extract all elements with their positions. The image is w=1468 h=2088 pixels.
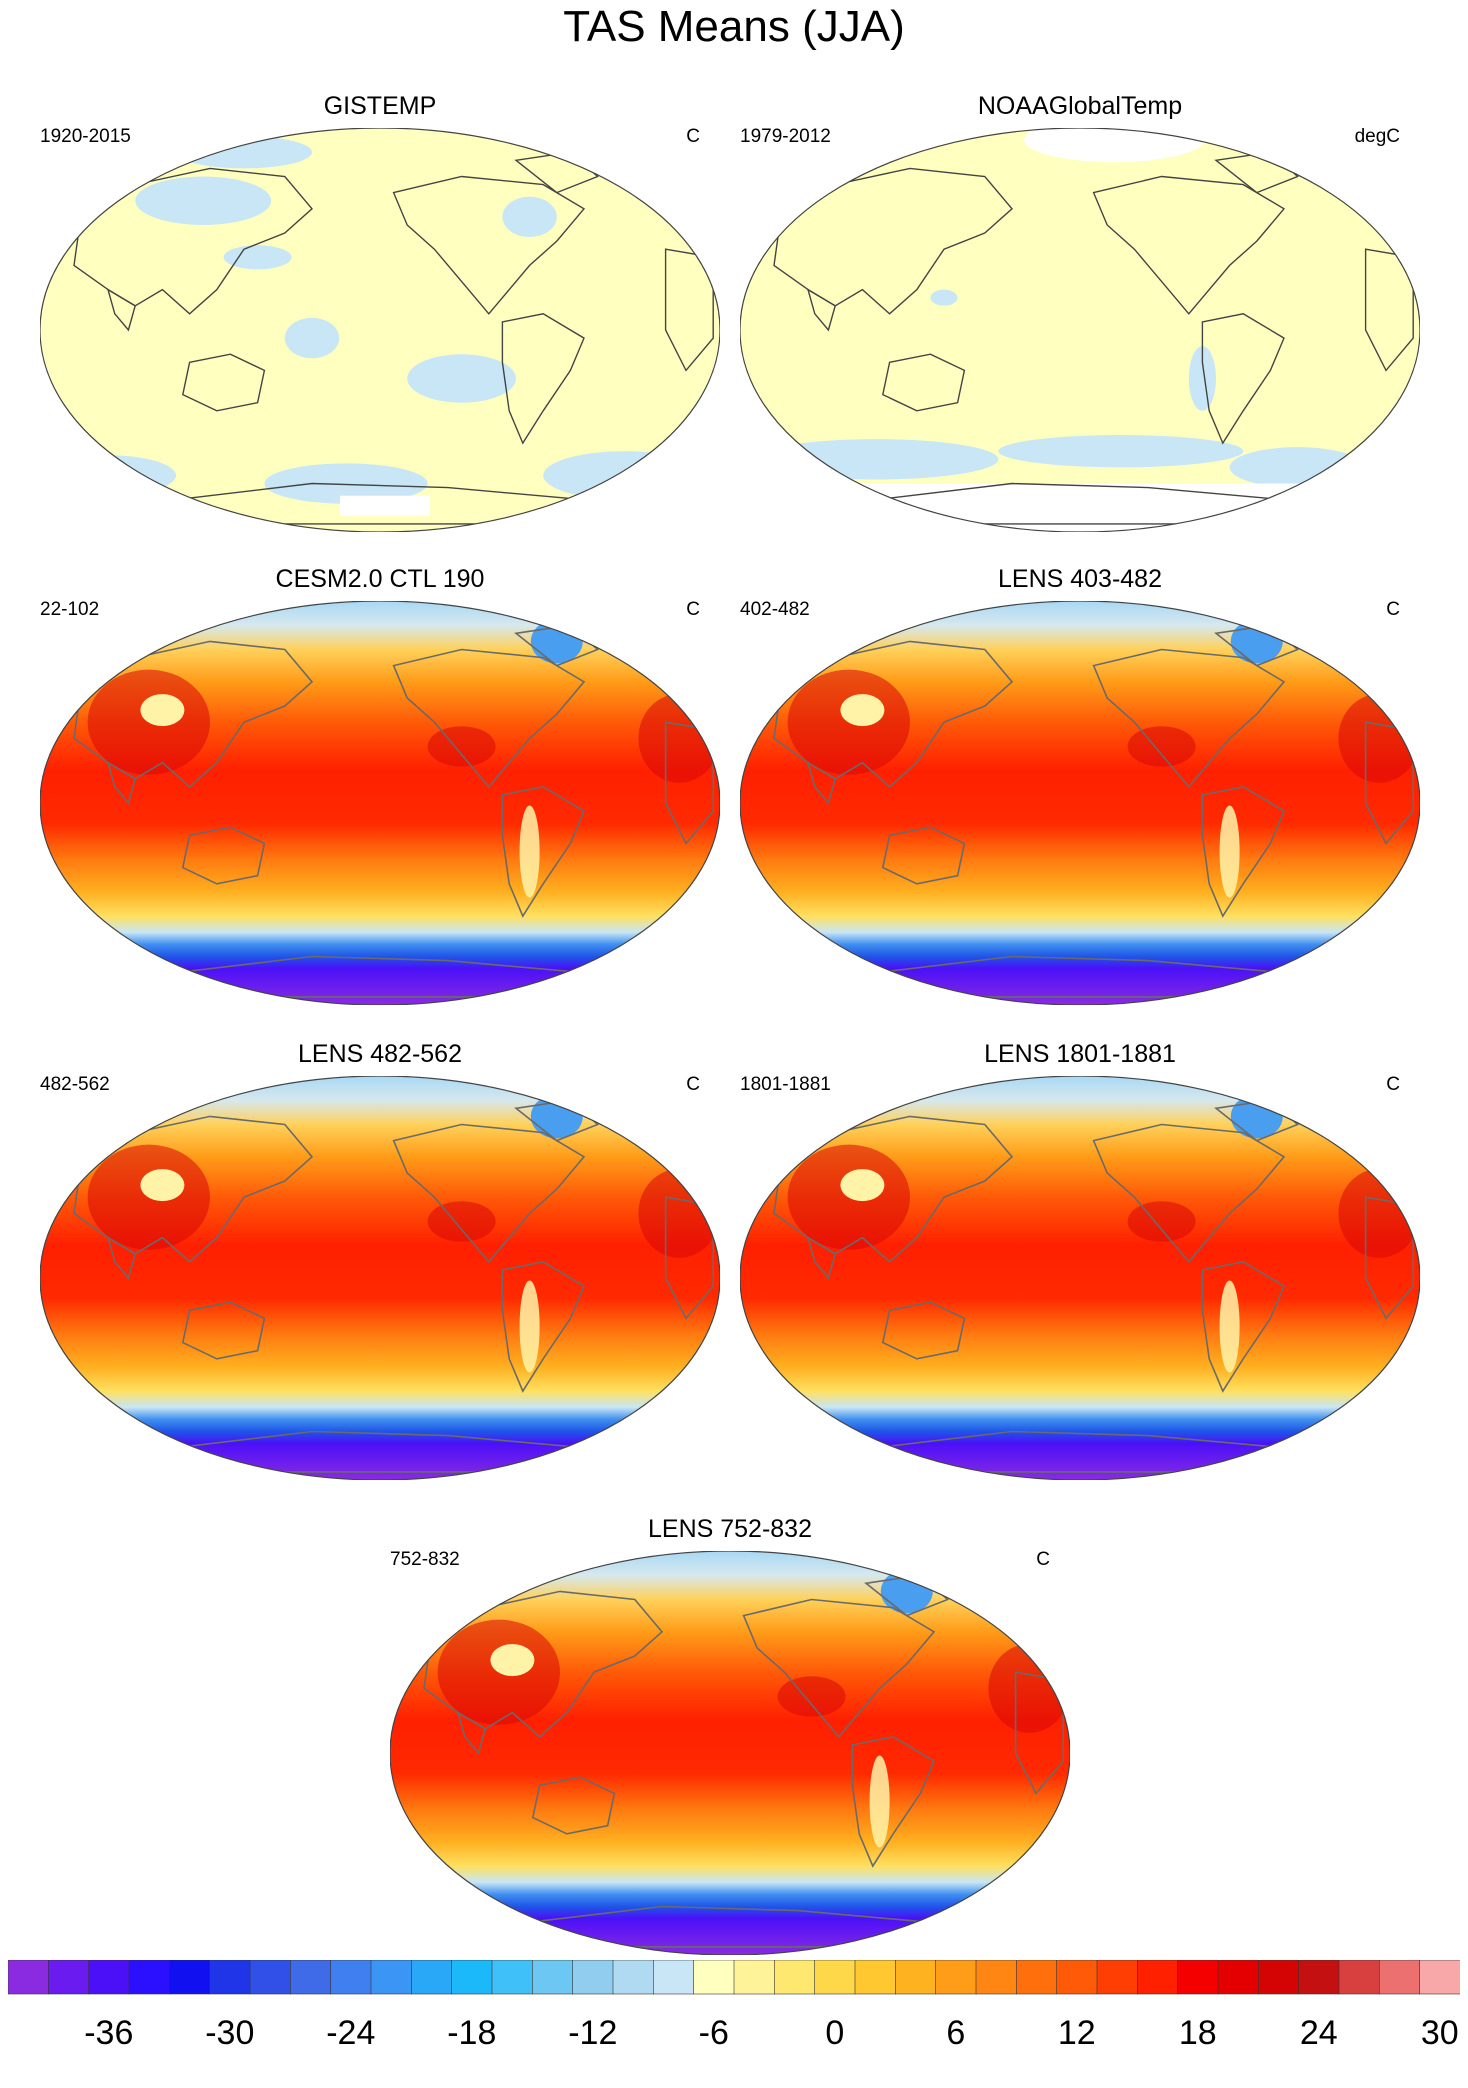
world-map xyxy=(740,601,1420,1005)
colorbar-tick-label: -24 xyxy=(326,2014,375,2052)
colorbar-swatch xyxy=(1096,1960,1138,1995)
colorbar-swatch xyxy=(48,1960,90,1995)
colorbar-swatch xyxy=(451,1960,493,1995)
world-map xyxy=(40,128,720,532)
panel-title: GISTEMP xyxy=(323,92,437,120)
colorbar-swatch xyxy=(1298,1960,1340,1995)
colorbar-swatch xyxy=(612,1960,654,1995)
colorbar-tick-label: 0 xyxy=(825,2014,844,2052)
colorbar-swatch xyxy=(814,1960,856,1995)
colorbar-swatch xyxy=(975,1960,1017,1995)
colorbar-swatch xyxy=(411,1960,453,1995)
colorbar-tick-label: -36 xyxy=(84,2014,133,2052)
colorbar-swatch xyxy=(209,1960,251,1995)
panel-units-label: C xyxy=(686,1074,700,1095)
colorbar-swatch xyxy=(1137,1960,1179,1995)
map-panel: GISTEMP 1920-2015 C xyxy=(30,92,730,532)
colorbar-tick-label: 30 xyxy=(1421,2014,1459,2052)
colorbar-swatch xyxy=(1177,1960,1219,1995)
figure-title: TAS Means (JJA) xyxy=(563,2,905,51)
colorbar-swatch xyxy=(693,1960,735,1995)
world-map xyxy=(740,1076,1420,1480)
colorbar-tick-label: -18 xyxy=(447,2014,496,2052)
map-panel: LENS 403-482 402-482 C xyxy=(730,565,1430,1005)
colorbar-swatch xyxy=(1379,1960,1421,1995)
panel-period-label: 482-562 xyxy=(40,1074,110,1095)
colorbar-swatch xyxy=(1258,1960,1300,1995)
panel-title: CESM2.0 CTL 190 xyxy=(275,565,485,593)
colorbar-swatch xyxy=(491,1960,533,1995)
colorbar-swatch xyxy=(935,1960,977,1995)
panel-title: LENS 752-832 xyxy=(647,1515,812,1543)
map-panel: NOAAGlobalTemp 1979-2012 degC xyxy=(730,92,1430,532)
colorbar-swatch xyxy=(1056,1960,1098,1995)
colorbar-swatch xyxy=(895,1960,937,1995)
colorbar-swatch xyxy=(370,1960,412,1995)
colorbar-swatch xyxy=(572,1960,614,1995)
colorbar-tick-label: 6 xyxy=(946,2014,965,2052)
colorbar-tick-label: 12 xyxy=(1058,2014,1096,2052)
colorbar-swatch xyxy=(249,1960,291,1995)
panel-period-label: 1920-2015 xyxy=(40,126,131,147)
world-map xyxy=(390,1551,1070,1955)
colorbar-swatch xyxy=(128,1960,170,1995)
panel-period-label: 752-832 xyxy=(390,1549,460,1570)
map-panel: LENS 482-562 482-562 C xyxy=(30,1040,730,1480)
colorbar: -36-30-24-18-12-6061218243036 xyxy=(8,1960,1460,2052)
colorbar-tick-label: -6 xyxy=(699,2014,729,2052)
panel-units-label: C xyxy=(1036,1549,1050,1570)
colorbar-swatch xyxy=(733,1960,775,1995)
panel-units-label: C xyxy=(1386,1074,1400,1095)
colorbar-swatch xyxy=(1217,1960,1259,1995)
panel-title: LENS 1801-1881 xyxy=(984,1040,1176,1068)
colorbar-tick-label: -12 xyxy=(568,2014,617,2052)
panel-title: NOAAGlobalTemp xyxy=(977,92,1183,120)
colorbar-swatch xyxy=(169,1960,211,1995)
colorbar-swatch xyxy=(774,1960,816,1995)
panel-units-label: C xyxy=(1386,599,1400,620)
colorbar-swatch xyxy=(532,1960,574,1995)
panel-units-label: degC xyxy=(1354,126,1400,147)
world-map xyxy=(740,128,1420,532)
panel-title: LENS 482-562 xyxy=(297,1040,462,1068)
colorbar-swatch xyxy=(854,1960,896,1995)
panel-units-label: C xyxy=(686,126,700,147)
world-map xyxy=(40,1076,720,1480)
colorbar-swatch xyxy=(1016,1960,1058,1995)
colorbar-swatch xyxy=(1338,1960,1380,1995)
panel-period-label: 22-102 xyxy=(40,599,100,620)
colorbar-swatch xyxy=(88,1960,130,1995)
panel-title: LENS 403-482 xyxy=(997,565,1162,593)
map-panel: CESM2.0 CTL 190 22-102 C xyxy=(30,565,730,1005)
panel-period-label: 1801-1881 xyxy=(740,1074,831,1095)
panel-period-label: 402-482 xyxy=(740,599,810,620)
colorbar-swatch xyxy=(8,1960,49,1995)
map-panel: LENS 752-832 752-832 C xyxy=(380,1515,1080,1955)
colorbar-swatch xyxy=(330,1960,372,1995)
colorbar-tick-label: 24 xyxy=(1300,2014,1338,2052)
world-map xyxy=(40,601,720,1005)
colorbar-swatch xyxy=(653,1960,695,1995)
colorbar-tick-label: -30 xyxy=(205,2014,254,2052)
colorbar-swatch xyxy=(290,1960,332,1995)
panel-period-label: 1979-2012 xyxy=(740,126,831,147)
colorbar-tick-label: 18 xyxy=(1179,2014,1217,2052)
panel-units-label: C xyxy=(686,599,700,620)
map-panel: LENS 1801-1881 1801-1881 C xyxy=(730,1040,1430,1480)
colorbar-swatch xyxy=(1419,1960,1460,1995)
